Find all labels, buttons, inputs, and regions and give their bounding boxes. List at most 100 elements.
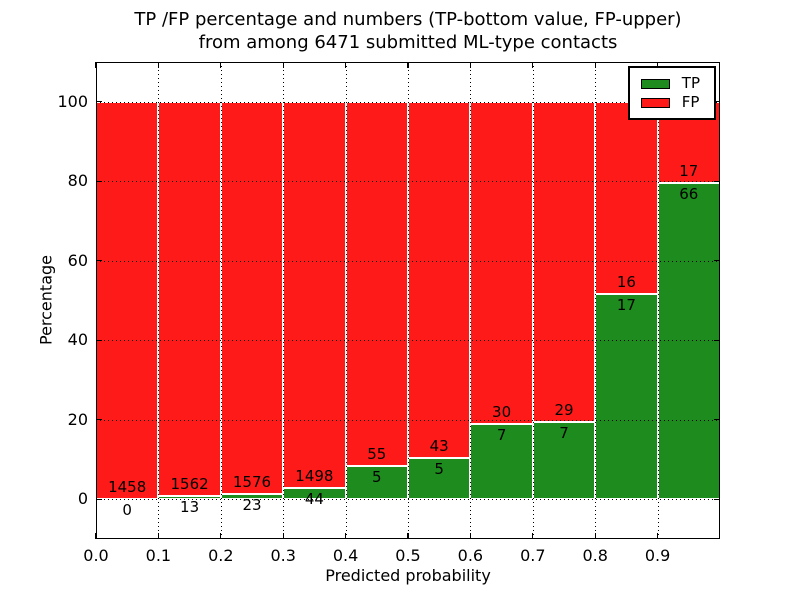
fp-count-label: 55: [367, 445, 387, 464]
y-tick-mark-right: [714, 339, 720, 341]
x-gridline: [283, 62, 285, 539]
x-tick-label: 0.4: [332, 546, 359, 565]
y-tick-mark-right: [714, 260, 720, 262]
y-tick-mark-right: [714, 101, 720, 103]
x-tick-mark-bottom: [657, 533, 659, 539]
x-tick-mark-bottom: [469, 533, 471, 539]
x-gridline: [345, 62, 347, 539]
x-gridline: [158, 62, 160, 539]
tp-count-label: 13: [180, 497, 200, 516]
fp-count-label: 30: [492, 403, 512, 422]
x-tick-label: 0.3: [270, 546, 296, 565]
bar-fp-segment: [220, 101, 284, 494]
x-tick-label: 0.1: [145, 546, 172, 565]
bar-fp-segment: [595, 101, 658, 295]
x-tick-label: 0.0: [83, 546, 109, 565]
x-tick-mark-bottom: [282, 533, 284, 539]
x-tick-label: 0.8: [582, 546, 608, 565]
tp-count-label: 0: [122, 501, 132, 520]
y-tick-mark-left: [96, 260, 102, 262]
tp-count-label: 66: [679, 185, 699, 204]
tp-count-label: 7: [559, 423, 569, 442]
tp-count-label: 17: [616, 296, 636, 315]
fp-count-label: 1562: [170, 474, 209, 493]
x-gridline: [595, 62, 597, 539]
bar-fp-segment: [470, 101, 533, 425]
y-tick-mark-left: [96, 339, 102, 341]
x-tick-mark-bottom: [407, 533, 409, 539]
y-tick-mark-right: [714, 180, 720, 182]
x-tick-label: 0.2: [208, 546, 234, 565]
y-tick-mark-left: [96, 101, 102, 103]
bar-fp-segment: [283, 101, 346, 488]
x-tick-mark-top: [657, 62, 659, 68]
legend-item: TP: [640, 74, 700, 93]
fp-count-label: 16: [616, 273, 636, 292]
bar-fp-segment: [158, 101, 221, 496]
tp-count-label: 5: [372, 468, 382, 487]
legend-swatch-tp: [640, 78, 670, 89]
chart-title: TP /FP percentage and numbers (TP-bottom…: [96, 8, 720, 54]
bar-fp-segment: [345, 101, 408, 467]
x-tick-mark-top: [220, 62, 222, 68]
x-tick-mark-bottom: [345, 533, 347, 539]
x-gridline: [408, 62, 409, 539]
tp-count-label: 5: [434, 459, 444, 478]
x-gridline: [657, 62, 659, 539]
x-tick-label: 0.9: [644, 546, 671, 565]
x-tick-mark-top: [157, 62, 159, 68]
x-axis-label: Predicted probability: [325, 566, 491, 585]
x-tick-mark-top: [407, 62, 409, 68]
x-tick-mark-bottom: [95, 533, 97, 539]
tp-count-label: 7: [496, 426, 507, 445]
bar-fp-segment: [408, 101, 471, 458]
x-tick-label: 0.5: [395, 546, 421, 565]
x-tick-label: 0.6: [457, 546, 484, 565]
legend-swatch-fp: [640, 97, 670, 108]
x-tick-mark-top: [282, 62, 284, 68]
bar-tp-segment: [408, 457, 471, 500]
fp-count-label: 1458: [108, 478, 147, 497]
x-gridline: [532, 62, 534, 539]
x-gridline: [220, 62, 222, 539]
x-gridline: [470, 62, 472, 539]
y-tick-mark-left: [96, 180, 102, 182]
bar-tp-segment: [532, 421, 596, 500]
y-tick-mark-left: [96, 498, 102, 500]
x-tick-mark-top: [95, 62, 97, 68]
fp-count-label: 43: [429, 436, 449, 455]
bar-tp-segment: [595, 294, 658, 500]
legend-label: TP: [681, 74, 700, 92]
x-tick-mark-top: [532, 62, 534, 68]
plot-area: TP FP 1458 0 1562 13 1576 23 1498 44 55 5 43 5 30 7 29 7…: [95, 62, 720, 539]
y-tick-mark-right: [714, 498, 720, 500]
y-tick-label: 100: [57, 91, 88, 111]
x-tick-mark-bottom: [532, 533, 534, 539]
fp-count-label: 1498: [295, 466, 334, 485]
tp-count-label: 44: [304, 489, 324, 508]
chart-title-line1: TP /FP percentage and numbers (TP-bottom…: [134, 9, 682, 30]
y-tick-label: 0: [77, 489, 88, 509]
fp-count-label: 17: [679, 162, 699, 181]
fp-count-label: 1576: [232, 472, 272, 491]
x-tick-label: 0.7: [520, 546, 546, 565]
y-tick-label: 20: [67, 409, 88, 429]
bar-fp-segment: [532, 101, 596, 422]
legend-label: FP: [681, 93, 700, 111]
bar-fp-segment: [96, 101, 159, 500]
y-tick-mark-left: [96, 419, 102, 421]
x-tick-mark-bottom: [220, 533, 222, 539]
y-tick-mark-right: [714, 419, 720, 421]
x-tick-mark-top: [345, 62, 347, 68]
x-tick-mark-top: [469, 62, 471, 68]
chart-title-line2: from among 6471 submitted ML-type contac…: [198, 32, 618, 53]
y-tick-label: 60: [67, 250, 88, 270]
bar-tp-segment: [345, 466, 408, 500]
legend-item: FP: [640, 93, 700, 112]
y-tick-label: 80: [67, 171, 88, 191]
x-tick-mark-bottom: [594, 533, 596, 539]
x-tick-mark-bottom: [157, 533, 159, 539]
tp-count-label: 23: [242, 495, 262, 514]
x-tick-mark-top: [594, 62, 596, 68]
